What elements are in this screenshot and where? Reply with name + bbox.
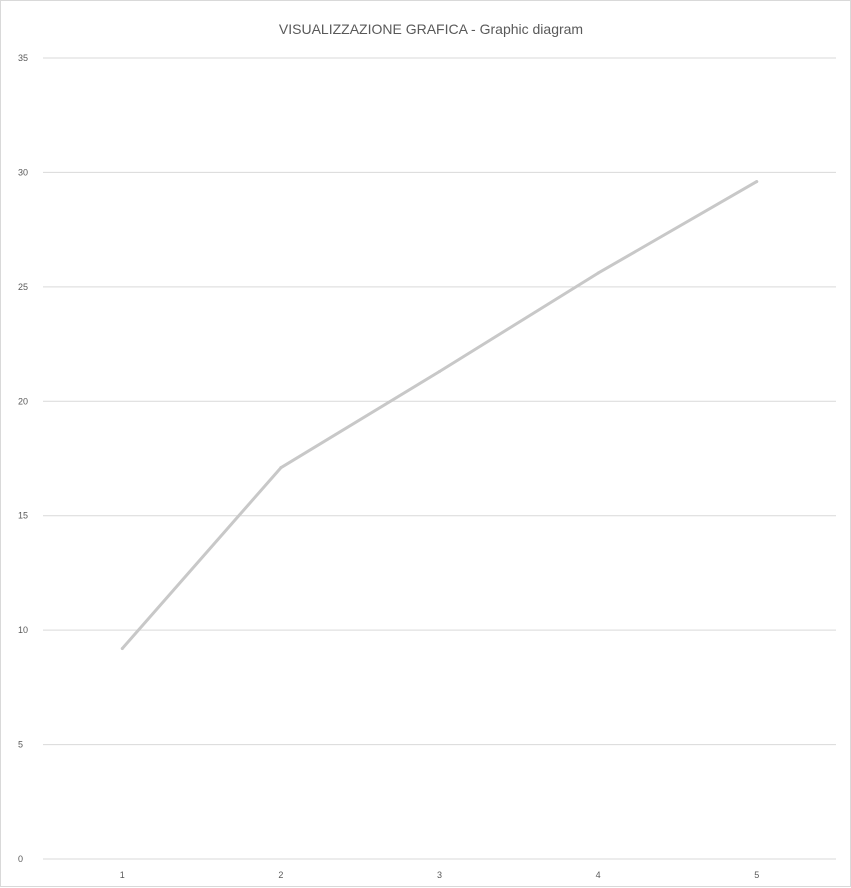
series-line: [120, 180, 759, 650]
x-axis-ticks: 1 2 3 4 5: [120, 870, 759, 880]
x-tick-label: 1: [120, 870, 125, 880]
y-tick-label: 5: [18, 740, 23, 750]
data-point: [120, 646, 124, 650]
y-tick-label: 10: [18, 625, 28, 635]
x-tick-label: 4: [596, 870, 601, 880]
y-tick-label: 25: [18, 282, 28, 292]
data-point: [438, 370, 441, 374]
x-tick-label: 5: [754, 870, 759, 880]
series-layer: [120, 180, 759, 650]
data-point: [755, 180, 759, 184]
y-tick-label: 0: [18, 854, 23, 864]
y-tick-label: 15: [18, 511, 28, 521]
y-tick-label: 30: [18, 167, 28, 177]
chart-title: VISUALIZZAZIONE GRAFICA - Graphic diagra…: [279, 21, 583, 37]
y-axis-ticks: 0 5 10 15 20 25 30 35: [18, 53, 28, 864]
data-point: [596, 271, 600, 275]
y-tick-label: 20: [18, 396, 28, 406]
x-tick-label: 2: [278, 870, 283, 880]
data-point: [279, 466, 283, 470]
y-tick-label: 35: [18, 53, 28, 63]
gridlines: [43, 57, 836, 860]
x-tick-label: 3: [437, 870, 442, 880]
